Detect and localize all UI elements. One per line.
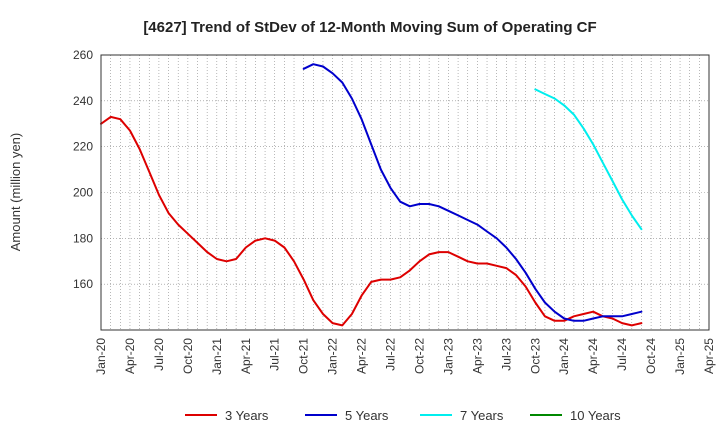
legend-label: 5 Years — [345, 408, 389, 423]
x-tick-label: Jul-23 — [499, 338, 513, 371]
x-tick-label: Jul-24 — [615, 338, 629, 371]
x-tick-label: Jul-21 — [268, 338, 282, 371]
x-tick-label: Jan-22 — [326, 338, 340, 375]
x-tick-label: Apr-22 — [355, 338, 369, 374]
x-tick-label: Apr-20 — [123, 338, 137, 374]
x-tick-label: Apr-24 — [586, 338, 600, 374]
legend: 3 Years 5 Years 7 Years 10 Years — [185, 408, 621, 423]
x-tick-label: Oct-20 — [181, 338, 195, 374]
x-tick-label: Oct-24 — [644, 338, 658, 374]
y-tick-labels: 160 180 200 220 240 260 — [73, 48, 93, 291]
x-tick-label: Jan-24 — [557, 338, 571, 375]
x-tick-label: Oct-22 — [412, 338, 426, 374]
grid — [101, 54, 709, 330]
x-tick-label: Apr-21 — [239, 338, 253, 374]
legend-label: 7 Years — [460, 408, 504, 423]
x-tick-label: Jul-20 — [152, 338, 166, 371]
y-tick-label: 220 — [73, 140, 93, 154]
x-tick-label: Apr-25 — [702, 338, 716, 374]
series-layer — [100, 63, 643, 327]
series-line-3-years — [100, 115, 643, 327]
series-line-7-years — [534, 88, 643, 231]
x-tick-label: Jan-21 — [210, 338, 224, 375]
x-tick-label: Jan-23 — [441, 338, 455, 375]
x-tick-label: Apr-23 — [470, 338, 484, 374]
y-tick-label: 200 — [73, 186, 93, 200]
y-tick-label: 240 — [73, 94, 93, 108]
chart-title: [4627] Trend of StDev of 12-Month Moving… — [143, 19, 596, 36]
x-tick-label: Jan-20 — [94, 338, 108, 375]
x-tick-label: Oct-23 — [528, 338, 542, 374]
y-tick-label: 160 — [73, 277, 93, 291]
y-tick-label: 180 — [73, 231, 93, 245]
series-line-5-years — [302, 63, 643, 322]
plot-border — [100, 54, 710, 331]
legend-label: 3 Years — [225, 408, 269, 423]
x-tick-label: Oct-21 — [297, 338, 311, 374]
y-axis-label: Amount (million yen) — [8, 133, 23, 252]
x-tick-labels: Jan-20 Apr-20 Jul-20 Oct-20 Jan-21 Apr-21 Jul-… — [94, 338, 716, 375]
x-tick-label: Jan-25 — [673, 338, 687, 375]
legend-label: 10 Years — [570, 408, 621, 423]
x-tick-label: Jul-22 — [384, 338, 398, 371]
y-tick-label: 260 — [73, 48, 93, 62]
